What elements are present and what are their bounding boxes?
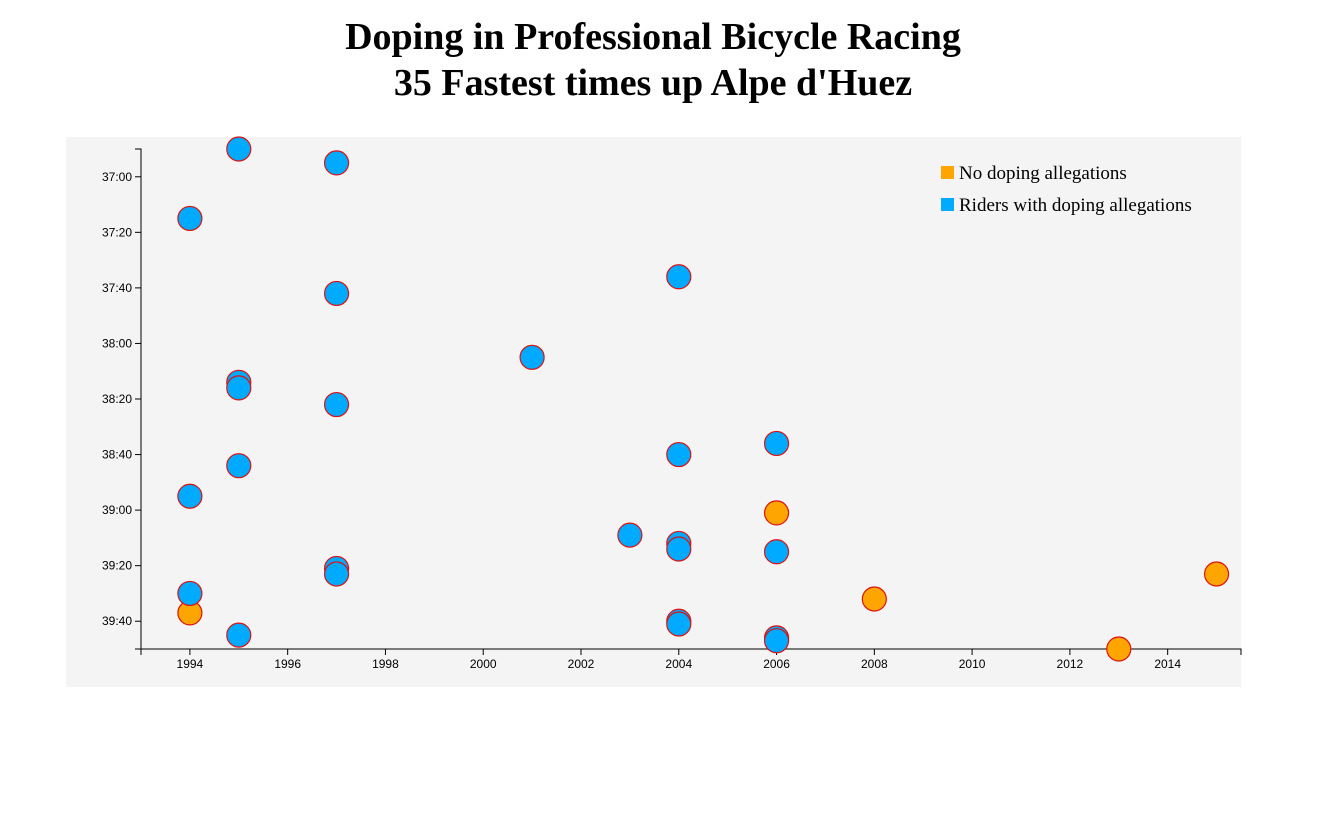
- data-point-doping[interactable]: [666, 611, 692, 637]
- legend-label: Riders with doping allegations: [959, 195, 1192, 216]
- legend-label: No doping allegations: [959, 163, 1127, 184]
- y-tick-label: 39:00: [102, 503, 132, 517]
- data-point-doping[interactable]: [226, 622, 252, 648]
- data-point-doping[interactable]: [323, 280, 350, 307]
- data-point-doping[interactable]: [177, 205, 203, 232]
- data-point-doping[interactable]: [226, 453, 252, 479]
- x-tick-label: 2008: [861, 657, 888, 671]
- data-point-doping[interactable]: [617, 522, 643, 548]
- x-tick-label: 2006: [763, 657, 790, 671]
- chart-title: Doping in Professional Bicycle Racing: [345, 16, 961, 58]
- data-point-clean[interactable]: [763, 500, 790, 526]
- data-point-doping[interactable]: [763, 628, 790, 654]
- x-axis: 1994 1996 1998 2000 2002 2004 2006 2008 2010 2012…: [140, 648, 1242, 671]
- data-points: [177, 136, 1230, 662]
- x-tick-label: 1994: [177, 657, 204, 671]
- data-point-doping[interactable]: [763, 539, 790, 565]
- x-tick-label: 2000: [470, 657, 497, 671]
- plot-background: [66, 137, 1241, 687]
- data-point-doping[interactable]: [177, 580, 203, 607]
- x-tick-label: 1998: [372, 657, 399, 671]
- data-point-doping[interactable]: [666, 441, 692, 468]
- data-point-doping[interactable]: [323, 150, 350, 176]
- y-tick-label: 37:40: [102, 281, 132, 295]
- y-tick-label: 38:40: [102, 448, 132, 462]
- legend: No doping allegations Riders with doping …: [941, 163, 1192, 216]
- data-point-doping[interactable]: [666, 536, 692, 562]
- y-axis: 37:00 37:20 37:40 38:00 38:20 38:40 39:00 39:20…: [102, 148, 142, 650]
- data-point-doping[interactable]: [763, 430, 790, 457]
- chart-title-block: Doping in Professional Bicycle Racing 35…: [0, 14, 1306, 106]
- x-tick-label: 2014: [1154, 657, 1181, 671]
- legend-swatch: [941, 166, 954, 179]
- chart-subtitle: 35 Fastest times up Alpe d'Huez: [393, 62, 913, 104]
- data-point-doping[interactable]: [323, 391, 350, 418]
- x-tick-label: 2004: [665, 657, 692, 671]
- y-tick-label: 38:00: [102, 336, 132, 350]
- data-point-doping[interactable]: [226, 136, 252, 162]
- x-tick-label: 1996: [274, 657, 301, 671]
- x-axis-line: [140, 648, 1242, 655]
- x-tick-label: 2012: [1057, 657, 1084, 671]
- y-tick-label: 37:00: [102, 170, 132, 184]
- data-point-clean[interactable]: [1203, 561, 1230, 587]
- y-tick-label: 38:20: [102, 392, 132, 406]
- data-point-clean[interactable]: [861, 586, 887, 612]
- y-tick-label: 39:20: [102, 559, 132, 573]
- data-point-doping[interactable]: [519, 344, 545, 370]
- y-tick-label: 37:20: [102, 225, 132, 239]
- data-point-doping[interactable]: [323, 561, 350, 587]
- legend-swatch: [941, 198, 954, 211]
- data-point-doping[interactable]: [177, 483, 203, 509]
- y-tick-label: 39:40: [102, 614, 132, 628]
- x-tick-label: 2010: [959, 657, 986, 671]
- data-point-doping[interactable]: [226, 375, 252, 401]
- data-point-doping[interactable]: [666, 264, 692, 290]
- data-point-clean[interactable]: [1106, 636, 1132, 662]
- x-tick-label: 2002: [568, 657, 595, 671]
